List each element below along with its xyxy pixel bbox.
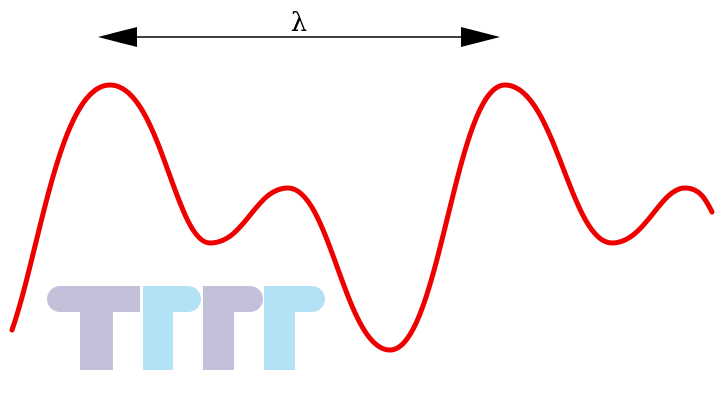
logo-letter-t-3 <box>203 286 263 370</box>
wave-curve <box>9 82 715 353</box>
wavelength-label: λ <box>291 8 307 38</box>
logo <box>47 286 325 370</box>
logo-letter-t-4 <box>264 286 325 370</box>
wavelength-arrow: λ <box>98 8 500 47</box>
arrow-head-right <box>461 27 500 47</box>
logo-letter-t-2 <box>143 286 201 370</box>
arrow-head-left <box>98 27 137 47</box>
logo-letter-t-1 <box>47 286 140 370</box>
